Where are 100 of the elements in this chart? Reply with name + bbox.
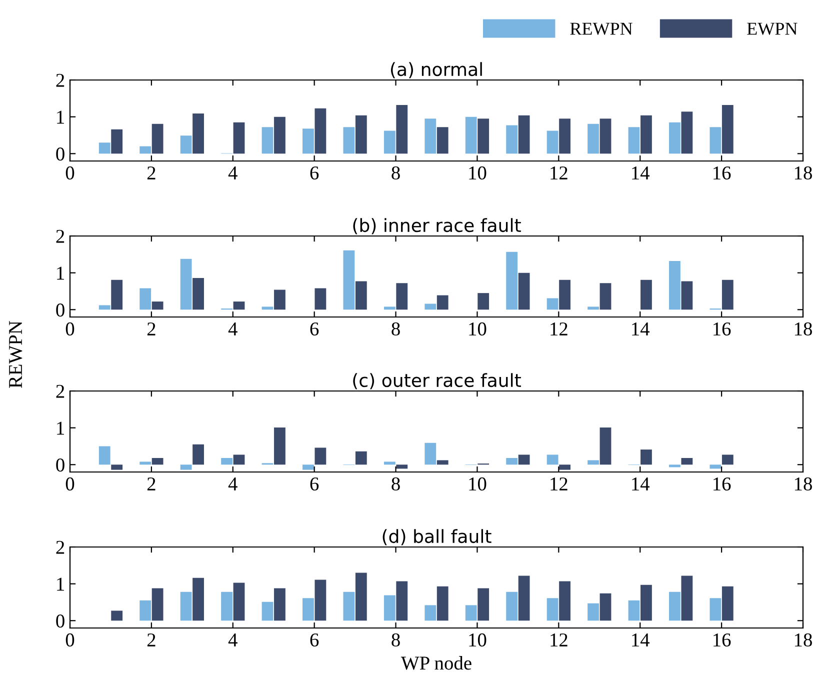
bar (436, 460, 448, 465)
bar (314, 288, 326, 310)
chart-title: (b) inner race fault (353, 218, 521, 234)
bar (518, 272, 530, 310)
bar (600, 118, 612, 154)
y-tick-label: 1 (57, 110, 64, 124)
bar (140, 146, 152, 154)
bar (588, 124, 599, 154)
bar (681, 576, 693, 621)
x-tick-label: 6 (310, 322, 319, 336)
bar (384, 462, 396, 465)
bar (478, 293, 490, 310)
bar (436, 586, 448, 621)
bar (302, 128, 314, 154)
x-tick-label: 0 (66, 477, 74, 491)
bar (111, 280, 123, 310)
y-tick-label: 0 (56, 303, 64, 317)
chart-title: (d) ball fault (382, 529, 492, 546)
x-tick-label: 12 (550, 166, 568, 180)
bar (669, 592, 680, 621)
bar (384, 595, 396, 621)
bar (314, 108, 326, 154)
bar (262, 602, 274, 621)
bar (465, 605, 477, 621)
bar (396, 464, 408, 469)
bar (140, 600, 152, 621)
bar (669, 122, 680, 154)
bar (640, 280, 652, 310)
bar (424, 304, 436, 310)
bar (233, 302, 245, 310)
bar (506, 252, 518, 310)
x-tick-label: 4 (228, 322, 238, 336)
bar (396, 105, 408, 154)
bar (506, 592, 518, 621)
bar (478, 118, 490, 154)
bar (546, 298, 558, 310)
bar (600, 283, 612, 310)
bar (98, 142, 110, 154)
bar (588, 306, 599, 310)
bar (559, 118, 570, 154)
bar (640, 450, 652, 465)
bar (710, 127, 722, 154)
bar (384, 306, 396, 310)
bar (518, 576, 530, 621)
bar (465, 116, 477, 154)
bar (355, 572, 367, 621)
y-tick-label: 2 (56, 540, 64, 554)
legend-label: EWPN (747, 22, 798, 35)
bar (669, 261, 680, 310)
bar (221, 592, 232, 621)
bar (262, 127, 274, 154)
x-tick-label: 0 (66, 633, 74, 647)
x-tick-label: 16 (714, 633, 731, 647)
bar (396, 283, 408, 310)
bar (424, 605, 436, 621)
y-tick-label: 2 (56, 230, 64, 243)
bar (588, 460, 599, 465)
bar (343, 127, 355, 154)
bar (546, 454, 558, 465)
bar (180, 464, 192, 470)
bar (506, 125, 518, 154)
y-tick-label: 1 (57, 578, 64, 591)
bar (111, 464, 123, 470)
x-tick-label: 2 (147, 633, 156, 646)
bar (722, 454, 734, 465)
bar (274, 427, 286, 465)
bar (559, 464, 570, 470)
x-tick-label: 18 (794, 633, 812, 647)
bar (518, 454, 530, 465)
x-tick-label: 0 (66, 322, 74, 336)
x-tick-label: 14 (632, 634, 650, 646)
x-axis-title: WP node (400, 656, 472, 670)
x-tick-label: 6 (310, 633, 319, 647)
x-tick-label: 6 (310, 477, 319, 491)
bar (436, 127, 448, 154)
bar (152, 458, 164, 465)
x-tick-label: 18 (794, 166, 812, 180)
bar (221, 458, 232, 465)
x-tick-label: 4 (228, 634, 238, 646)
bar (180, 592, 192, 621)
bar (274, 116, 286, 154)
bar (681, 458, 693, 465)
bar (192, 578, 204, 621)
bar (588, 603, 599, 621)
bar (140, 462, 152, 465)
bar (722, 280, 734, 310)
y-tick-label: 0 (56, 614, 64, 628)
x-tick-label: 14 (632, 166, 650, 180)
legend-label: REWPN (570, 22, 632, 35)
bar (192, 444, 204, 465)
bar (710, 464, 722, 469)
bar (233, 122, 245, 154)
bar (274, 588, 286, 621)
x-tick-label: 4 (228, 478, 238, 490)
bar (180, 258, 192, 310)
x-tick-label: 18 (794, 477, 812, 491)
bar (710, 598, 722, 621)
bar (384, 130, 396, 154)
bar (628, 600, 640, 621)
bar (478, 588, 490, 621)
